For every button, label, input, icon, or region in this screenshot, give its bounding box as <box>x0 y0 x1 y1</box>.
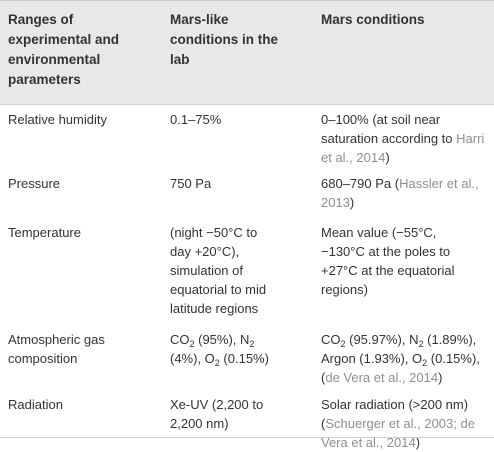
citation-link[interactable]: de Vera et al., 2014 <box>325 370 439 385</box>
cell-mars: 0–100% (at soil near saturation accordin… <box>321 110 491 167</box>
cell-mars-tail: ) <box>385 150 390 165</box>
cell-lab: CO2 (95%), N2 (4%), O2 (0.15%) <box>170 330 295 368</box>
cell-mars-text: 680–790 Pa ( <box>321 176 400 191</box>
citation-link[interactable]: Hassler et al., 2013 <box>321 176 479 210</box>
formula-text: CO <box>170 332 190 347</box>
cell-lab: 0.1–75% <box>170 112 222 127</box>
table-row: Pressure 750 Pa 680–790 Pa (Hassler et a… <box>0 169 494 218</box>
formula-text: (4%), O <box>170 351 215 366</box>
cell-parameter: Temperature <box>8 225 81 240</box>
table-row: Temperature (night −50°C to day +20°C), … <box>0 218 494 325</box>
cell-parameter: Relative humidity <box>8 112 107 127</box>
cell-mars-text: 0–100% (at soil near saturation accordin… <box>321 112 453 146</box>
cell-lab: 750 Pa <box>170 176 212 191</box>
cell-parameter: Atmospheric gas composition <box>8 332 105 366</box>
subscript: 2 <box>418 339 424 349</box>
cell-mars-text: Solar radiation (>200 nm) ( <box>321 397 469 431</box>
subscript: 2 <box>249 339 255 349</box>
cell-lab: Xe-UV (2,200 to 2,200 nm) <box>170 397 264 431</box>
formula-text: (95%), N <box>194 332 250 347</box>
cell-lab: (night −50°C to day +20°C), simulation o… <box>170 225 267 316</box>
cell-mars: Solar radiation (>200 nm) (Schuerger et … <box>321 395 491 452</box>
subscript: 2 <box>189 339 195 349</box>
subscript: 2 <box>214 358 220 368</box>
cell-mars-tail: ) <box>438 370 443 385</box>
subscript: 2 <box>340 339 346 349</box>
formula-text: (95.97%), N <box>345 332 419 347</box>
formula-text: (0.15%) <box>219 351 269 366</box>
table-header: Ranges of experimental and environmental… <box>0 0 494 105</box>
header-parameters: Ranges of experimental and environmental… <box>8 12 120 87</box>
table-bottom-rule <box>0 437 494 438</box>
cell-mars: 680–790 Pa (Hassler et al., 2013) <box>321 174 491 212</box>
cell-parameter: Pressure <box>8 176 61 191</box>
citation-link[interactable]: Schuerger et al., 2003; de Vera et al., … <box>321 416 475 450</box>
cell-mars: CO2 (95.97%), N2 (1.89%), Argon (1.93%),… <box>321 330 491 387</box>
cell-parameter: Radiation <box>8 397 63 412</box>
table-row: Radiation Xe-UV (2,200 to 2,200 nm) Sola… <box>0 390 494 450</box>
cell-mars: Mean value (−55°C, −130°C at the poles t… <box>321 225 455 297</box>
cell-mars-tail: ) <box>349 195 355 210</box>
formula-text: (1.89%), Argon (1.93%), O <box>321 332 477 366</box>
citation-link[interactable]: Harri et al., 2014 <box>321 131 485 165</box>
subscript: 2 <box>422 358 428 368</box>
table-row: Atmospheric gas composition CO2 (95%), N… <box>0 325 494 390</box>
formula-text: (0.15%), ( <box>321 351 480 385</box>
header-mars-conditions: Mars conditions <box>321 12 425 27</box>
formula-text: CO <box>321 332 341 347</box>
header-lab-conditions: Mars-like conditions in the lab <box>170 12 278 67</box>
table-row: Relative humidity 0.1–75% 0–100% (at soi… <box>0 105 494 169</box>
